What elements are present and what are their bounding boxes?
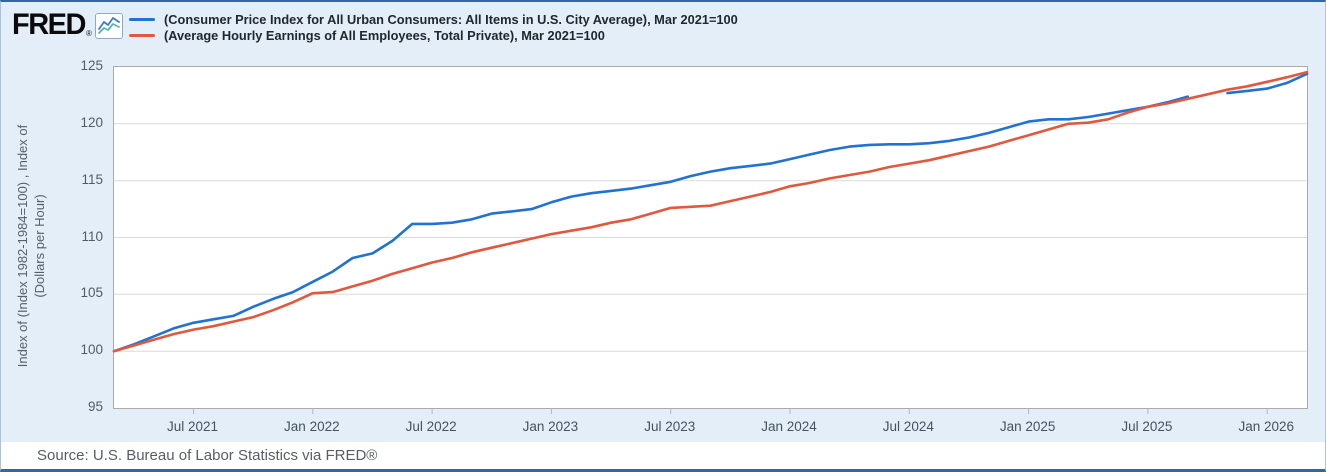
legend: (Consumer Price Index for All Urban Cons… [129, 11, 738, 43]
legend-line-swatch [129, 33, 155, 37]
fred-logo-text: FRED [12, 8, 86, 42]
x-tick-label: Jan 2025 [999, 419, 1056, 434]
y-tick-label: 95 [87, 399, 103, 414]
x-tick-label: Jul 2022 [405, 419, 457, 434]
y-axis-title: Index of (Index 1982-1984=100) , Index o… [14, 66, 48, 426]
x-tick-label: Jul 2021 [167, 419, 219, 434]
fred-logo[interactable]: FRED ® [12, 8, 123, 42]
x-tick-label: Jul 2024 [882, 419, 934, 434]
x-tick-label: Jan 2026 [1238, 419, 1294, 434]
y-tick-label: 105 [80, 285, 103, 301]
series-ahe-line[interactable] [112, 70, 1309, 353]
registered-trademark-symbol: ® [85, 29, 92, 38]
x-tick-label: Jan 2024 [761, 419, 817, 434]
source-bar: Source: U.S. Bureau of Labor Statistics … [1, 442, 1325, 469]
line-chart-icon [94, 13, 123, 39]
y-tick-label: 125 [80, 58, 103, 73]
y-axis-title-line2: (Dollars per Hour) [32, 194, 47, 298]
plot-area[interactable] [112, 66, 1309, 414]
x-tick-label: Jul 2023 [644, 419, 696, 434]
source-text: Source: U.S. Bureau of Labor Statistics … [37, 447, 378, 464]
legend-label: (Consumer Price Index for All Urban Cons… [164, 11, 738, 27]
y-tick-label: 100 [80, 342, 103, 358]
legend-label: (Average Hourly Earnings of All Employee… [164, 27, 605, 43]
series-cpi-line[interactable] [112, 72, 1309, 353]
legend-item-ahe[interactable]: (Average Hourly Earnings of All Employee… [129, 27, 738, 43]
y-axis-title-line1: Index of (Index 1982-1984=100) , Index o… [15, 124, 30, 368]
legend-item-cpi[interactable]: (Consumer Price Index for All Urban Cons… [129, 11, 738, 27]
y-tick-label: 115 [81, 171, 103, 187]
chart-canvas[interactable] [112, 67, 1309, 414]
x-tick-label: Jan 2023 [522, 419, 579, 434]
legend-line-swatch [129, 17, 155, 21]
x-tick-label: Jan 2022 [284, 419, 340, 434]
x-tick-label: Jul 2025 [1121, 419, 1173, 434]
y-tick-label: 110 [81, 228, 103, 244]
y-tick-label: 120 [80, 114, 103, 130]
